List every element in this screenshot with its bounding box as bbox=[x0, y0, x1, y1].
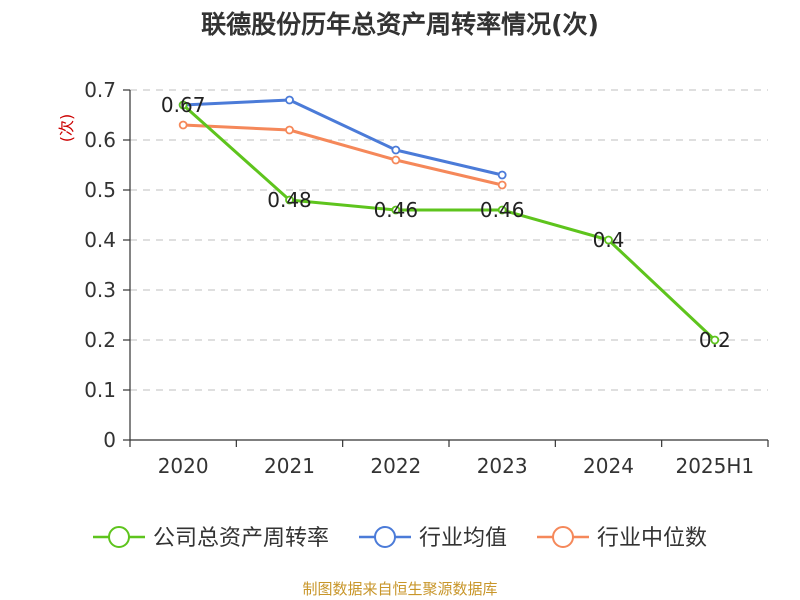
legend-marker bbox=[552, 526, 574, 548]
series-point bbox=[178, 100, 188, 110]
data-label: 0.4 bbox=[593, 228, 625, 252]
legend-label: 公司总资产周转率 bbox=[153, 526, 329, 551]
data-label: 0.67 bbox=[161, 93, 206, 117]
series-point bbox=[604, 235, 613, 245]
y-tick-label: 0.4 bbox=[84, 228, 116, 252]
series-point bbox=[285, 95, 294, 105]
x-tick-label: 2020 bbox=[158, 454, 209, 478]
legend-label: 行业中位数 bbox=[597, 526, 707, 551]
series-points bbox=[178, 95, 720, 345]
x-tick-label: 2024 bbox=[583, 454, 634, 478]
legend-marker bbox=[108, 526, 130, 548]
legend-label: 行业均值 bbox=[419, 526, 507, 551]
series-line bbox=[182, 103, 716, 342]
data-label: 0.46 bbox=[374, 198, 419, 222]
y-tick-label: 0.3 bbox=[84, 278, 116, 302]
series-point bbox=[285, 125, 294, 135]
y-tick-label: 0 bbox=[103, 428, 116, 452]
source-note: 制图数据来自恒生聚源数据库 bbox=[302, 580, 497, 598]
series-line bbox=[183, 98, 503, 177]
y-tick-label: 0.1 bbox=[84, 378, 116, 402]
series-point bbox=[497, 170, 507, 180]
series-point bbox=[178, 120, 188, 130]
series-lines bbox=[182, 98, 716, 342]
series-point bbox=[710, 335, 720, 345]
legend-marker bbox=[374, 526, 396, 548]
x-tick-labels: 2020 2021 2022 2023 2024 2025H1 bbox=[158, 454, 754, 478]
axes bbox=[123, 89, 769, 447]
data-labels: 0.67 0.48 0.46 0.46 0.4 0.2 bbox=[161, 93, 731, 352]
gridlines bbox=[130, 89, 768, 391]
data-label: 0.48 bbox=[267, 188, 312, 212]
y-axis-label: (次) bbox=[57, 114, 76, 143]
series-point bbox=[285, 195, 294, 205]
series-point bbox=[497, 180, 507, 190]
series-line bbox=[183, 123, 503, 187]
data-label: 0.46 bbox=[480, 198, 525, 222]
y-tick-label: 0.5 bbox=[84, 178, 116, 202]
x-tick-label: 2025H1 bbox=[675, 454, 754, 478]
x-tick-label: 2023 bbox=[477, 454, 528, 478]
y-tick-labels: 0 0.1 0.2 0.3 0.4 0.5 0.6 0.7 bbox=[84, 78, 116, 452]
chart-title: 联德股份历年总资产周转率情况(次) bbox=[201, 10, 599, 39]
series-point bbox=[391, 155, 401, 165]
data-label: 0.2 bbox=[699, 328, 731, 352]
series-point bbox=[497, 205, 507, 215]
y-tick-label: 0.2 bbox=[84, 328, 116, 352]
series-point bbox=[391, 205, 401, 215]
y-tick-label: 0.6 bbox=[84, 128, 116, 152]
x-tick-label: 2021 bbox=[264, 454, 315, 478]
series-point bbox=[391, 145, 401, 155]
x-tick-label: 2022 bbox=[370, 454, 421, 478]
y-tick-label: 0.7 bbox=[84, 78, 116, 102]
legend: 公司总资产周转率 行业均值 行业中位数 bbox=[93, 526, 707, 551]
